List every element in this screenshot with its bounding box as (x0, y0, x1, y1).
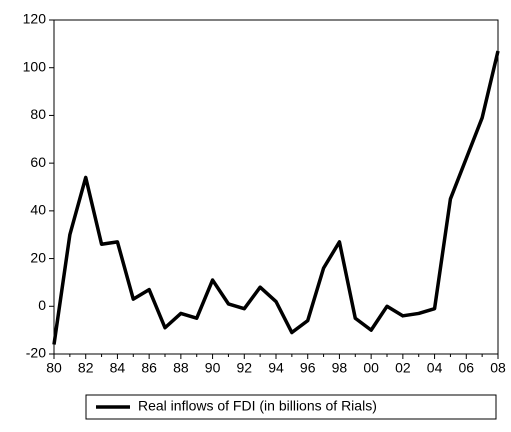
legend-label: Real inflows of FDI (in billions of Rial… (138, 398, 377, 414)
x-tick-label: 04 (427, 360, 443, 376)
x-tick-label: 94 (268, 360, 284, 376)
y-tick-label: 120 (23, 11, 47, 27)
y-tick-label: 40 (30, 202, 46, 218)
x-tick-label: 06 (458, 360, 474, 376)
x-tick-label: 92 (236, 360, 252, 376)
x-tick-label: 86 (141, 360, 157, 376)
x-tick-label: 88 (173, 360, 189, 376)
x-tick-label: 08 (490, 360, 506, 376)
x-tick-label: 80 (46, 360, 62, 376)
y-tick-label: 80 (30, 106, 46, 122)
x-tick-label: 02 (395, 360, 411, 376)
y-tick-label: -20 (26, 345, 46, 361)
x-tick-label: 98 (332, 360, 348, 376)
y-tick-label: 60 (30, 154, 46, 170)
data-line (52, 50, 500, 345)
y-tick-label: 0 (38, 297, 46, 313)
x-tick-label: 84 (110, 360, 126, 376)
legend-box (85, 394, 497, 420)
x-tick-label: 90 (205, 360, 221, 376)
x-tick-label: 00 (363, 360, 379, 376)
y-tick-label: 20 (30, 249, 46, 265)
y-tick-label: 100 (23, 58, 47, 74)
x-tick-label: 82 (78, 360, 94, 376)
x-tick-label: 96 (300, 360, 316, 376)
